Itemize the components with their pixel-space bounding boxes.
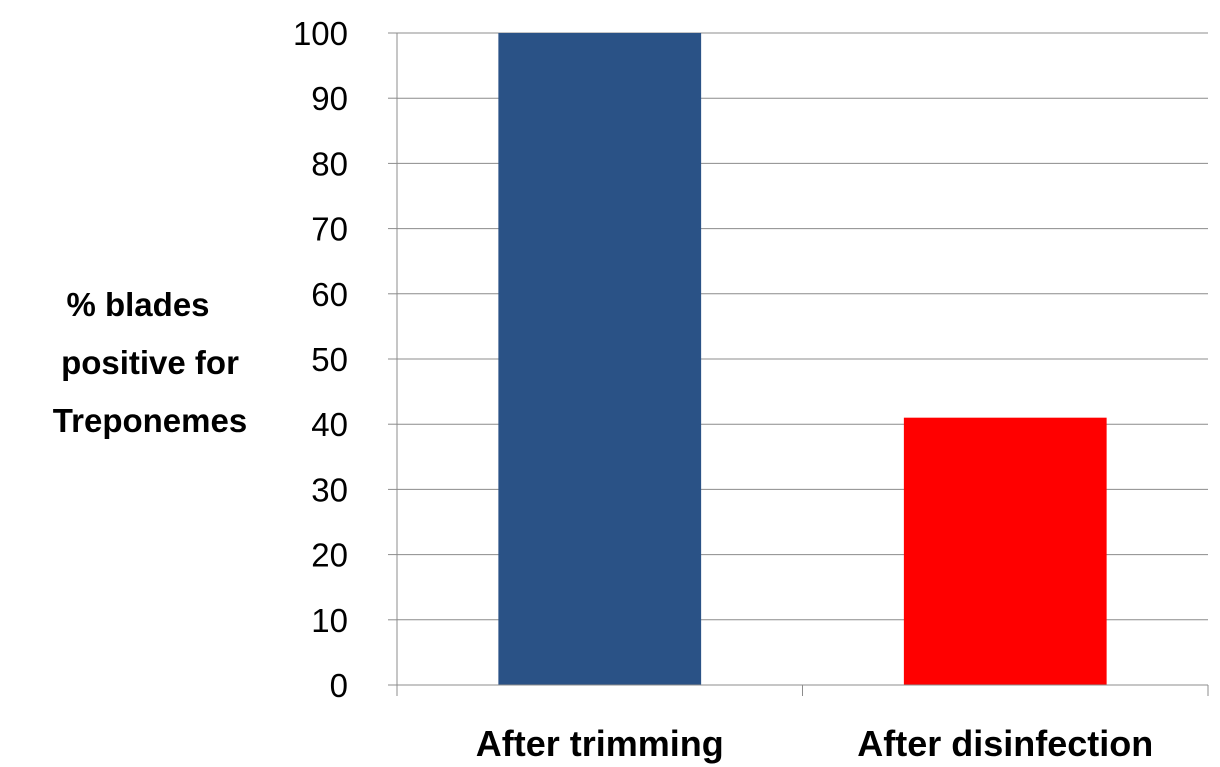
x-category-label: After trimming — [476, 723, 724, 764]
y-tick-label: 80 — [311, 145, 348, 182]
y-tick-label: 0 — [330, 667, 348, 704]
y-tick-label: 60 — [311, 276, 348, 313]
x-category-labels: After trimming After disinfection — [476, 723, 1154, 764]
bars — [498, 33, 1107, 685]
bar-2 — [903, 417, 1107, 685]
y-tick-label: 20 — [311, 537, 348, 574]
y-tick-label: 50 — [311, 341, 348, 378]
x-category-label: After disinfection — [857, 723, 1153, 764]
y-tick-label: 100 — [293, 15, 348, 52]
y-tick-label: 70 — [311, 211, 348, 248]
y-tick-label: 90 — [311, 80, 348, 117]
y-tick-labels: 0 10 20 30 40 50 60 70 80 90 100 — [293, 15, 397, 704]
y-axis-label-line-1: % blades — [66, 286, 209, 323]
bar-1 — [498, 33, 702, 685]
y-axis-label-line-2: positive for — [61, 344, 239, 381]
y-tick-label: 10 — [311, 602, 348, 639]
y-tick-label: 30 — [311, 471, 348, 508]
y-axis-label-line-3: Treponemes — [53, 402, 247, 439]
y-tick-label: 40 — [311, 406, 348, 443]
